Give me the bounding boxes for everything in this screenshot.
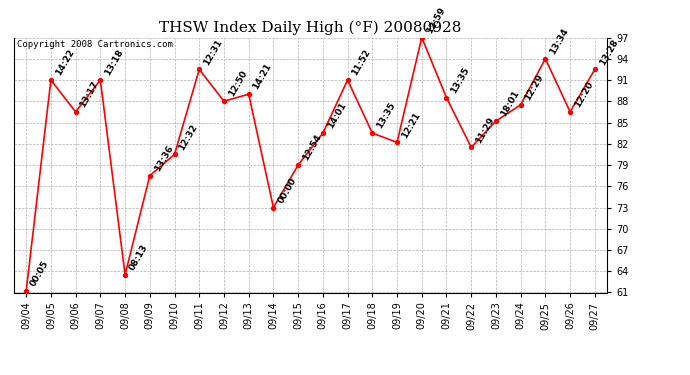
Point [70, 109, 81, 115]
Text: 13:28: 13:28 [598, 37, 620, 67]
Text: 13:35: 13:35 [449, 66, 471, 95]
Point [416, 34, 427, 40]
Text: 13:17: 13:17 [79, 80, 101, 109]
Point [441, 95, 452, 101]
Text: 13:34: 13:34 [548, 27, 571, 56]
Text: 14:22: 14:22 [54, 48, 76, 77]
Text: 13:18: 13:18 [103, 48, 125, 77]
Point [342, 77, 353, 83]
Text: 13:35: 13:35 [375, 101, 397, 130]
Title: THSW Index Daily High (°F) 20080928: THSW Index Daily High (°F) 20080928 [159, 21, 462, 35]
Text: 00:05: 00:05 [29, 260, 51, 288]
Point [219, 98, 230, 104]
Point [95, 77, 106, 83]
Text: Copyright 2008 Cartronics.com: Copyright 2008 Cartronics.com [17, 40, 172, 49]
Text: 12:59: 12:59 [424, 5, 446, 35]
Text: 00:00: 00:00 [276, 176, 298, 205]
Point [46, 77, 57, 83]
Text: 12:54: 12:54 [301, 133, 323, 162]
Point [119, 272, 130, 278]
Point [194, 66, 205, 72]
Point [268, 204, 279, 210]
Point [589, 66, 600, 72]
Point [540, 56, 551, 62]
Point [515, 102, 526, 108]
Point [243, 91, 254, 97]
Text: 11:52: 11:52 [351, 48, 373, 77]
Point [21, 288, 32, 294]
Text: 12:21: 12:21 [400, 110, 422, 140]
Point [144, 172, 155, 178]
Text: 12:31: 12:31 [202, 37, 224, 67]
Text: 11:29: 11:29 [474, 115, 496, 144]
Text: 14:01: 14:01 [326, 101, 348, 130]
Point [317, 130, 328, 136]
Text: 08:13: 08:13 [128, 243, 150, 272]
Point [367, 130, 378, 136]
Text: 12:50: 12:50 [227, 69, 249, 99]
Text: 12:32: 12:32 [177, 122, 199, 152]
Text: 12:20: 12:20 [573, 80, 595, 109]
Point [293, 162, 304, 168]
Point [466, 144, 477, 150]
Point [564, 109, 575, 115]
Point [391, 140, 402, 146]
Text: 14:21: 14:21 [251, 62, 274, 92]
Text: 13:36: 13:36 [152, 144, 175, 173]
Point [169, 152, 180, 157]
Text: 12:29: 12:29 [524, 73, 546, 102]
Text: 18:01: 18:01 [499, 89, 521, 118]
Point [491, 118, 502, 124]
